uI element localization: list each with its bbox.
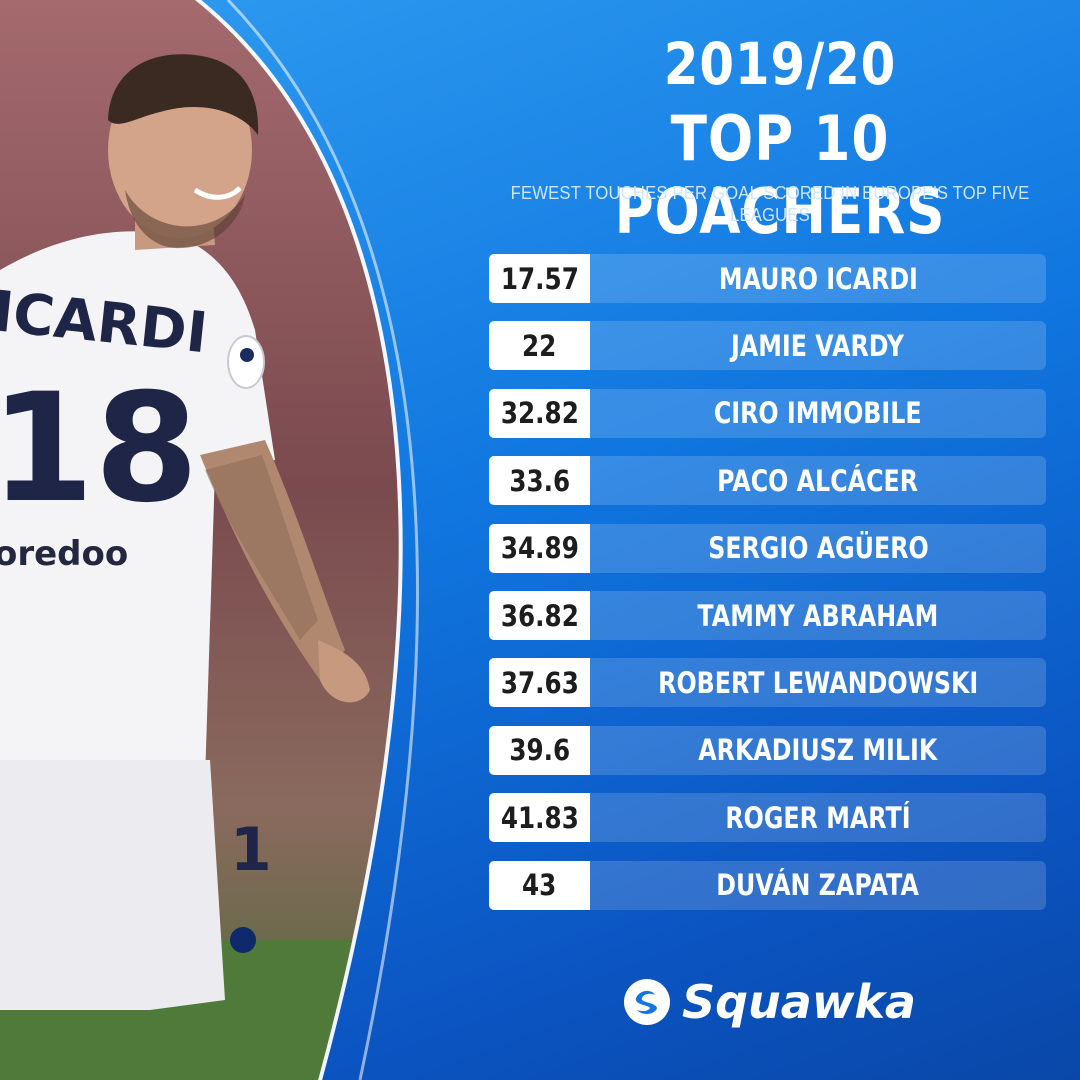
touches-value: 36.82 (489, 591, 590, 640)
player-name: ARKADIUSZ MILIK (590, 725, 1046, 775)
list-item: 36.82 TAMMY ABRAHAM (489, 591, 1046, 640)
list-item: 34.89 SERGIO AGÜERO (489, 523, 1046, 573)
list-item: 32.82 CIRO IMMOBILE (489, 388, 1046, 438)
player-name: DUVÁN ZAPATA (590, 860, 1046, 910)
player-name: SERGIO AGÜERO (590, 523, 1046, 573)
list-item: 43 DUVÁN ZAPATA (489, 860, 1046, 910)
touches-value: 37.63 (489, 658, 590, 708)
touches-value: 17.57 (489, 254, 590, 303)
touches-value: 41.83 (489, 793, 590, 843)
player-name: PACO ALCÁCER (590, 456, 1046, 506)
subtitle: FEWEST TOUCHES PER GOAL SCORED IN EUROPE… (510, 182, 1030, 225)
player-name: MAURO ICARDI (590, 254, 1046, 303)
list-item: 37.63 ROBERT LEWANDOWSKI (489, 658, 1046, 708)
list-item: 41.83 ROGER MARTÍ (489, 793, 1046, 843)
player-name: ROBERT LEWANDOWSKI (590, 658, 1046, 708)
touches-value: 22 (489, 321, 590, 371)
brand-name: Squawka (682, 975, 916, 1029)
list-item: 17.57 MAURO ICARDI (489, 254, 1046, 303)
player-name: CIRO IMMOBILE (590, 388, 1046, 438)
list-item: 22 JAMIE VARDY (489, 321, 1046, 371)
brand-logo: Squawka (622, 972, 916, 1032)
player-name: ROGER MARTÍ (590, 793, 1046, 843)
season-title: 2019/20 (663, 30, 897, 98)
page-title: TOP 10 POACHERS (614, 102, 946, 248)
squawka-logo-icon (624, 979, 670, 1025)
svg-text:oredoo: oredoo (0, 534, 128, 574)
touches-value: 32.82 (489, 388, 590, 438)
touches-value: 33.6 (489, 456, 590, 506)
touches-value: 43 (489, 860, 590, 910)
svg-text:18: 18 (0, 362, 199, 536)
list-item: 39.6 ARKADIUSZ MILIK (489, 725, 1046, 775)
touches-value: 34.89 (489, 523, 590, 573)
list-item: 33.6 PACO ALCÁCER (489, 456, 1046, 506)
svg-text:1: 1 (230, 815, 272, 885)
touches-value: 39.6 (489, 725, 590, 775)
player-name: TAMMY ABRAHAM (590, 591, 1046, 640)
player-name: JAMIE VARDY (590, 321, 1046, 371)
